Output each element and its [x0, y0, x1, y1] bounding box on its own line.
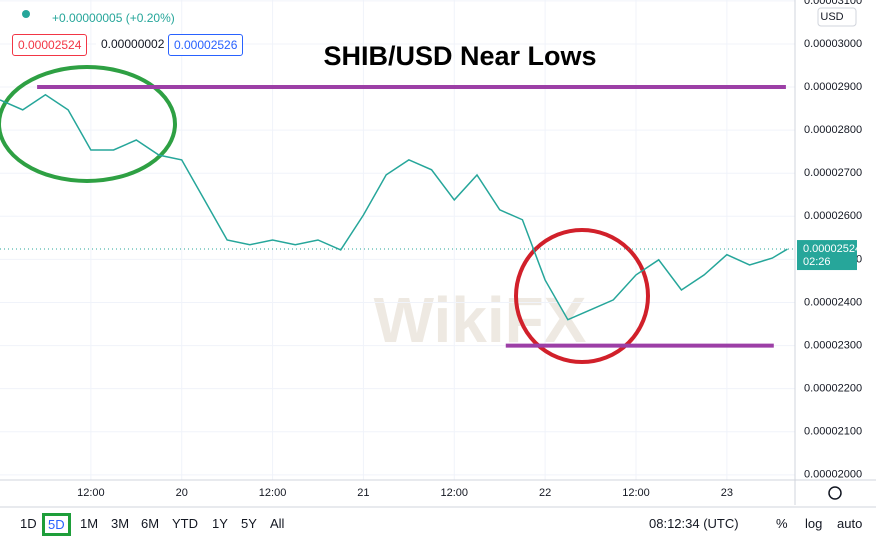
axis-option[interactable]: % [776, 516, 788, 531]
x-tick-label: 21 [357, 487, 369, 499]
y-tick-label: 0.00003000 [804, 38, 862, 50]
y-tick-label: 0.00002800 [804, 124, 862, 136]
last-price-label: 0.00002524 [803, 243, 861, 255]
last-price-box [797, 240, 857, 271]
range-button[interactable]: 1Y [212, 516, 228, 531]
axis-option[interactable]: auto [837, 516, 863, 531]
x-tick-label: 22 [539, 487, 551, 499]
settings-icon[interactable] [828, 486, 842, 500]
x-tick-label: 12:00 [622, 487, 650, 499]
range-button[interactable]: 5Y [241, 516, 257, 531]
currency[interactable]: USD [820, 11, 843, 23]
change: +0.00000005 (+0.20%) [52, 11, 175, 25]
toolbar: 1D 5D 1M 3M 6M YTD 1Y 5Y All 08:12:34 (UTC)% log au… [0, 510, 876, 538]
y-tick-label: 0.00003100 [804, 0, 862, 7]
annotation-circle [514, 228, 650, 364]
y-tick-label: 0.00002600 [804, 210, 862, 222]
y-tick-label: 0.00002400 [804, 296, 862, 308]
x-tick-label: 12:00 [259, 487, 287, 499]
y-tick-label: 0.00002300 [804, 339, 862, 351]
annotation-circle [0, 65, 177, 183]
y-tick-label: 0.00002700 [804, 167, 862, 179]
range-button[interactable]: 1M [80, 516, 99, 531]
x-tick-label: 12:00 [441, 487, 469, 499]
range-button[interactable]: 6M [141, 516, 160, 531]
y-tick-label: 0.00002900 [804, 81, 862, 93]
x-tick-label: 20 [176, 487, 188, 499]
range-button[interactable]: 1D [20, 516, 37, 531]
range-button[interactable]: 3M [111, 516, 130, 531]
clock: 08:12:34 (UTC) [649, 516, 739, 531]
status-dot [22, 10, 30, 18]
spread: 0.00000002 [96, 34, 170, 54]
y-tick-label: 0.00002200 [804, 383, 862, 395]
bid[interactable]: 0.00002524 [12, 34, 88, 56]
x-tick-label: 12:00 [77, 487, 105, 499]
y-tick-label: 0.00002100 [804, 426, 862, 438]
countdown: 02:26 [803, 256, 831, 268]
price-line [0, 93, 788, 321]
y-tick-label: 0.00002000 [804, 469, 862, 481]
currency-box[interactable] [817, 7, 857, 27]
range-button[interactable]: All [270, 516, 285, 531]
range-button[interactable]: YTD [172, 516, 198, 531]
axis-option[interactable]: log [805, 516, 823, 531]
x-tick-label: 23 [721, 487, 733, 499]
chart-title: SHIB/USD Near Lows [323, 41, 596, 71]
range-button[interactable]: 5D [42, 513, 71, 536]
ask[interactable]: 0.00002526 [168, 34, 244, 56]
